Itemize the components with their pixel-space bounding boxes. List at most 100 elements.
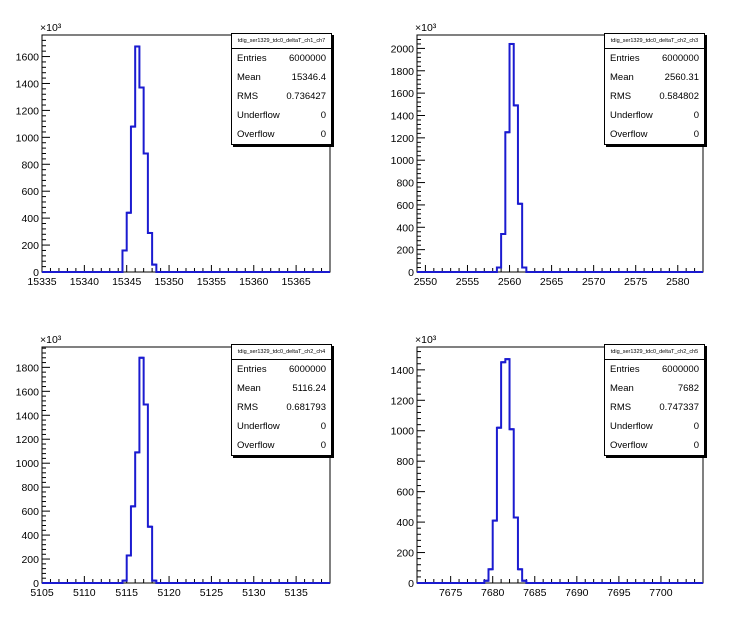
panel-2-y-tick-label: 1800 <box>391 66 415 78</box>
panel-4-y-tick-label: 200 <box>396 548 414 560</box>
panel-1-stats-value-entries: 6000000 <box>289 53 326 64</box>
panel-2-x-tick-label: 2580 <box>666 276 690 288</box>
panel-2-x-tick-label: 2565 <box>540 276 564 288</box>
panel-1-x-tick-label: 15365 <box>282 276 311 288</box>
panel-2-stats-value-mean: 2560.31 <box>664 72 699 83</box>
panel-3-stats-value-entries: 6000000 <box>289 364 326 375</box>
panel-2-stats-label-overflow: Overflow <box>610 129 648 140</box>
panel-1-stats-label-underflow: Underflow <box>237 110 280 121</box>
panel-3-x-tick-label: 5115 <box>115 587 138 599</box>
panel-3-y-tick-label: 1200 <box>16 434 40 446</box>
panel-3-x-tick-label: 5120 <box>157 587 181 599</box>
panel-4-stats-box: tdig_ser1329_tdc0_deltaT_ch2_ch5 Entries 6… <box>604 344 705 456</box>
panel-3-x-tick-label: 5105 <box>30 587 54 599</box>
panel-4-stats-label-underflow: Underflow <box>610 421 653 432</box>
panel-4-stats-row-overflow: Overflow 0 <box>605 436 704 455</box>
panel-3-x-tick-label: 5125 <box>200 587 224 599</box>
panel-3-stats-title: tdig_ser1329_tdc0_deltaT_ch2_ch4 <box>232 345 331 360</box>
panel-3-stats-row-entries: Entries 6000000 <box>232 360 331 379</box>
panel-3-y-tick-label: 200 <box>21 554 39 566</box>
panel-4-y-tick-label: 800 <box>396 456 414 468</box>
panel-2-stats-row-mean: Mean 2560.31 <box>605 68 704 87</box>
panel-1-stats-value-underflow: 0 <box>320 110 326 121</box>
panel-4-stats-row-entries: Entries 6000000 <box>605 360 704 379</box>
panel-2-y-tick-label: 600 <box>396 200 414 212</box>
panel-1-stats-title: tdig_ser1329_tdc0_deltaT_ch1_ch7 <box>232 34 331 49</box>
panel-2-stats-value-overflow: 0 <box>693 129 699 140</box>
panel-2-stats-row-overflow: Overflow 0 <box>605 125 704 144</box>
panel-3-stats-row-overflow: Overflow 0 <box>232 436 331 455</box>
panel-1-x-tick-label: 15340 <box>70 276 99 288</box>
panel-3-y-tick-label: 800 <box>21 482 39 494</box>
panel-2-y-tick-label: 1400 <box>391 110 415 122</box>
panel-1-stats-label-overflow: Overflow <box>237 129 275 140</box>
panel-1-stats-value-rms: 0.736427 <box>286 91 326 102</box>
panel-3-y-tick-label: 1800 <box>16 362 40 374</box>
panel-4-stats-label-rms: RMS <box>610 402 632 413</box>
panel-2-x-tick-label: 2560 <box>498 276 522 288</box>
panel-2-y-tick-label: 0 <box>408 267 414 279</box>
panel-2-stats-row-entries: Entries 6000000 <box>605 49 704 68</box>
panel-2-stats-label-entries: Entries <box>610 53 640 64</box>
panel-4-y-tick-label: 400 <box>396 517 414 529</box>
panel-1-x-tick-label: 15345 <box>112 276 141 288</box>
panel-2-stats-label-rms: RMS <box>610 91 632 102</box>
panel-2-stats-row-underflow: Underflow 0 <box>605 106 704 125</box>
panel-1-stats-value-overflow: 0 <box>320 129 326 140</box>
panel-2-x-tick-label: 2570 <box>582 276 606 288</box>
panel-1-y-tick-label: 1200 <box>16 105 40 117</box>
panel-3-stats-value-rms: 0.681793 <box>286 402 326 413</box>
panel-4-y-tick-label: 0 <box>408 578 414 590</box>
panel-1-stats-label-rms: RMS <box>237 91 259 102</box>
panel-2-x-tick-label: 2550 <box>414 276 438 288</box>
panel-1-y-tick-label: 1400 <box>16 78 40 90</box>
panel-4-stats-value-entries: 6000000 <box>662 364 699 375</box>
panel-4-stats-value-overflow: 0 <box>693 440 699 451</box>
panel-2-y-tick-label: 2000 <box>391 43 415 55</box>
panel-2-stats-box: tdig_ser1329_tdc0_deltaT_ch2_ch3 Entries 6… <box>604 33 705 145</box>
panel-3-y-tick-label: 1600 <box>16 386 40 398</box>
panel-2-stats-value-entries: 6000000 <box>662 53 699 64</box>
panel-4-x-tick-label: 7695 <box>607 587 631 599</box>
panel-4-y-tick-label: 1200 <box>391 395 415 407</box>
panel-4-stats-row-underflow: Underflow 0 <box>605 417 704 436</box>
panel-1-exponent-label: ×10³ <box>40 22 62 34</box>
panel-1-y-tick-label: 0 <box>33 267 39 279</box>
panel-4-histogram-series <box>417 358 703 584</box>
panel-1-y-tick-label: 600 <box>21 186 39 198</box>
panel-2-y-tick-label: 800 <box>396 178 414 190</box>
panel-4-exponent-label: ×10³ <box>415 334 437 346</box>
panel-4-x-tick-label: 7685 <box>523 587 547 599</box>
panel-3-stats-label-underflow: Underflow <box>237 421 280 432</box>
panel-4-stats-label-overflow: Overflow <box>610 440 648 451</box>
panel-1-x-tick-label: 15355 <box>197 276 226 288</box>
panel-2-stats-row-rms: RMS 0.584802 <box>605 87 704 106</box>
panel-1-histogram-series <box>42 45 330 273</box>
panel-3-x-tick-label: 5130 <box>242 587 266 599</box>
panel-2-y-tick-label: 1600 <box>391 88 415 100</box>
panel-4-x-tick-label: 7680 <box>481 587 505 599</box>
panel-1-x-tick-label: 15360 <box>239 276 268 288</box>
panel-4-stats-value-underflow: 0 <box>693 421 699 432</box>
panel-4-stats-value-mean: 7682 <box>677 383 699 394</box>
panel-3-stats-row-underflow: Underflow 0 <box>232 417 331 436</box>
panel-2-stats-label-mean: Mean <box>610 72 634 83</box>
panel-3-stats-label-entries: Entries <box>237 364 267 375</box>
panel-3-x-tick-label: 5135 <box>284 587 308 599</box>
panel-3-stats-value-mean: 5116.24 <box>292 383 326 394</box>
panel-1-x-tick-label: 15335 <box>27 276 56 288</box>
panel-4-y-tick-label: 1400 <box>391 365 415 377</box>
panel-3-stats-label-overflow: Overflow <box>237 440 275 451</box>
panel-3-stats-value-underflow: 0 <box>320 421 326 432</box>
panel-2-y-tick-label: 200 <box>396 245 414 257</box>
panel-1-stats-row-mean: Mean 15346.4 <box>232 68 331 87</box>
panel-2-stats-label-underflow: Underflow <box>610 110 653 121</box>
panel-4-stats-row-rms: RMS 0.747337 <box>605 398 704 417</box>
panel-3-stats-box: tdig_ser1329_tdc0_deltaT_ch2_ch4 Entries 6… <box>231 344 332 456</box>
panel-3-y-tick-label: 0 <box>33 578 39 590</box>
panel-4-stats-title: tdig_ser1329_tdc0_deltaT_ch2_ch5 <box>605 345 704 360</box>
panel-4-y-tick-label: 1000 <box>391 426 415 438</box>
panel-3-y-tick-label: 1000 <box>16 458 40 470</box>
panel-1-stats-row-overflow: Overflow 0 <box>232 125 331 144</box>
